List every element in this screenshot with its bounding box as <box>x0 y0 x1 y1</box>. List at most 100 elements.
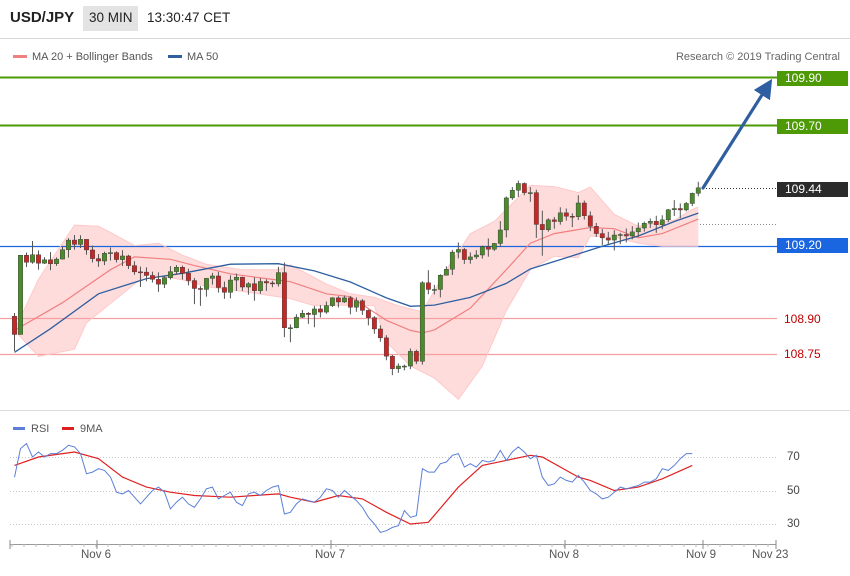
candle-body <box>264 281 269 284</box>
candle-body <box>72 239 77 245</box>
candle-body <box>449 251 455 270</box>
candle <box>168 266 173 280</box>
candle-body <box>557 212 563 222</box>
candle-body <box>48 259 53 264</box>
candle <box>677 203 683 219</box>
candle <box>419 281 425 365</box>
candle <box>84 239 89 255</box>
candle <box>42 257 47 264</box>
legend-9ma: 9MA <box>62 423 103 435</box>
candle-body <box>84 239 89 251</box>
forecast-arrow <box>701 78 773 190</box>
candle-body <box>353 300 359 308</box>
candle <box>461 248 467 264</box>
candle <box>222 281 227 299</box>
candle-body <box>246 283 251 288</box>
candle <box>114 251 119 263</box>
candle-body <box>527 192 533 194</box>
candle <box>641 221 647 232</box>
candle <box>228 275 233 299</box>
candle-body <box>461 249 467 260</box>
candle <box>30 241 35 264</box>
candle-body <box>479 246 485 256</box>
candle-body <box>599 233 605 239</box>
candle <box>329 297 335 308</box>
level-label-109-90: 109.90 <box>777 71 848 86</box>
candle <box>503 196 509 238</box>
candle-body <box>270 282 275 285</box>
candle <box>78 235 83 249</box>
candle-body <box>114 252 119 260</box>
timeframe-box[interactable] <box>83 6 138 31</box>
candle-body <box>18 255 23 335</box>
candle-body <box>491 243 497 250</box>
ma50-legend-label: MA 50 <box>187 51 219 63</box>
candle-body <box>485 246 491 250</box>
candle-body <box>605 237 611 241</box>
candle <box>335 296 341 308</box>
candles <box>12 180 701 376</box>
level-lines <box>0 76 777 356</box>
level-label-109-20: 109.20 <box>777 238 848 253</box>
candle <box>425 270 431 295</box>
candle-body <box>365 310 371 318</box>
candle <box>635 222 641 237</box>
candle-body <box>198 288 203 290</box>
ma20-legend-label: MA 20 + Bollinger Bands <box>32 51 153 63</box>
rsi-tick-50: 50 <box>787 485 800 497</box>
candle-body <box>413 351 419 362</box>
candle <box>144 267 149 282</box>
candle-body <box>282 272 287 328</box>
candle <box>455 242 461 259</box>
candle <box>323 301 329 314</box>
candle <box>204 277 209 297</box>
candle-body <box>425 282 431 290</box>
candle-body <box>683 203 689 211</box>
candle-body <box>521 183 527 193</box>
ma20-swatch <box>13 54 27 58</box>
rsi-line <box>14 442 693 533</box>
timeframe-label[interactable]: 30 MIN <box>89 10 133 25</box>
date-label-nov-6: Nov 6 <box>81 549 112 561</box>
candle <box>234 273 239 291</box>
candle-body <box>341 297 347 303</box>
candle-body <box>533 192 539 225</box>
candle <box>485 238 491 257</box>
date-label-nov-7: Nov 7 <box>315 549 346 561</box>
candle <box>120 250 125 267</box>
candle <box>431 284 437 295</box>
candle <box>629 226 635 240</box>
candle-body <box>437 275 443 290</box>
candle <box>198 286 203 306</box>
candle <box>264 279 269 291</box>
candle-body <box>659 219 665 225</box>
candle-body <box>623 234 629 237</box>
candle-body <box>467 256 473 260</box>
candle <box>593 222 599 237</box>
candle-body <box>234 276 239 281</box>
candle-body <box>240 276 245 288</box>
candle <box>48 252 53 271</box>
candle <box>473 250 479 260</box>
candle <box>90 245 95 263</box>
candle <box>647 218 653 229</box>
candle-body <box>377 328 383 339</box>
candle-body <box>611 234 617 241</box>
time-label: 13:30:47 CET <box>147 10 231 25</box>
candle-body <box>641 223 647 229</box>
candle-body <box>329 297 335 306</box>
candle <box>491 242 497 251</box>
candle <box>689 192 695 207</box>
candle-body <box>30 254 35 263</box>
candle <box>563 208 569 221</box>
candle-body <box>695 187 701 194</box>
date-label-nov-9: Nov 9 <box>686 549 717 561</box>
candle <box>294 314 299 329</box>
candle <box>246 282 251 295</box>
candle-body <box>317 308 323 313</box>
candle <box>341 295 347 303</box>
level-label-109-70: 109.70 <box>777 119 848 134</box>
candle <box>665 208 671 223</box>
candle <box>539 210 545 256</box>
candle-body <box>288 327 293 329</box>
